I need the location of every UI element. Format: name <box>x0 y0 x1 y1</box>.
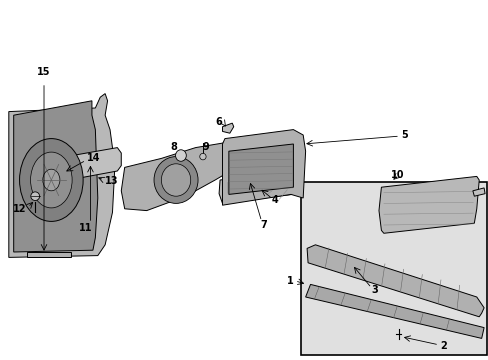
Text: 10: 10 <box>390 170 404 180</box>
Polygon shape <box>222 130 305 205</box>
Ellipse shape <box>20 139 83 221</box>
Ellipse shape <box>175 150 186 161</box>
Text: 13: 13 <box>105 176 119 186</box>
Polygon shape <box>121 139 259 211</box>
Ellipse shape <box>199 153 206 160</box>
Text: 5: 5 <box>400 130 407 140</box>
Polygon shape <box>9 94 115 257</box>
Text: 1: 1 <box>286 276 293 286</box>
Polygon shape <box>14 101 98 252</box>
Text: 2: 2 <box>439 341 446 351</box>
Text: 4: 4 <box>271 195 278 205</box>
Polygon shape <box>68 148 121 179</box>
Polygon shape <box>305 284 483 338</box>
Polygon shape <box>472 188 484 196</box>
Text: 15: 15 <box>37 67 51 77</box>
Text: 8: 8 <box>170 141 177 152</box>
Ellipse shape <box>31 192 40 201</box>
Text: 14: 14 <box>87 153 101 163</box>
Text: 9: 9 <box>203 142 209 152</box>
Polygon shape <box>219 171 303 203</box>
Polygon shape <box>27 252 71 257</box>
Polygon shape <box>306 245 483 317</box>
Ellipse shape <box>154 157 198 203</box>
Polygon shape <box>228 144 293 194</box>
Text: 11: 11 <box>79 222 92 233</box>
Ellipse shape <box>161 164 190 196</box>
Bar <box>300 182 486 355</box>
Polygon shape <box>222 123 233 133</box>
Text: 6: 6 <box>215 117 222 127</box>
Text: 7: 7 <box>260 220 267 230</box>
Text: 12: 12 <box>13 204 27 214</box>
Ellipse shape <box>30 152 72 208</box>
Text: 3: 3 <box>371 285 378 295</box>
Polygon shape <box>378 176 478 233</box>
Ellipse shape <box>43 169 60 191</box>
